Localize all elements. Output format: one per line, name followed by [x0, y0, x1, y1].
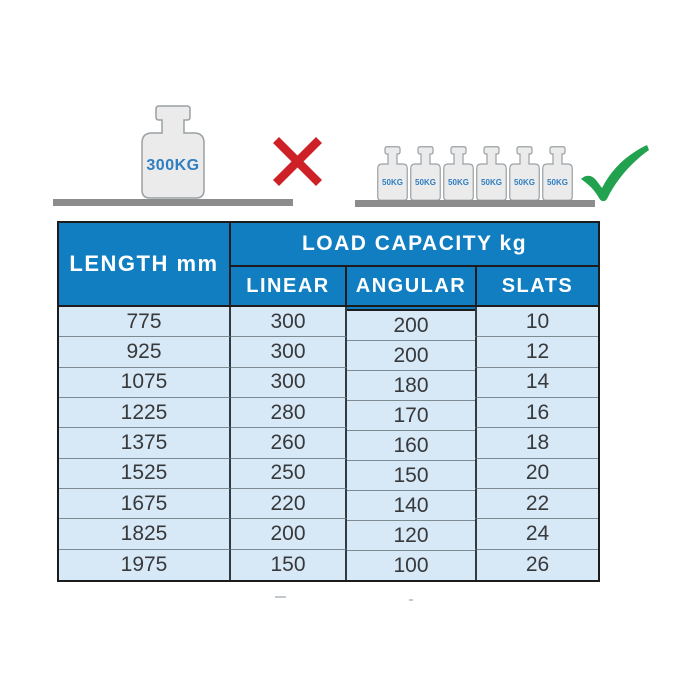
check-icon: [578, 144, 650, 202]
cell-linear: 150: [231, 549, 347, 580]
weight-50kg-icon: 50KG: [443, 146, 474, 201]
weights-50kg-group: 50KG 50KG 50KG 50KG 50KG 50KG: [377, 146, 573, 201]
smudge-mark: [275, 596, 286, 598]
cell-length: 775: [59, 307, 231, 338]
cell-length: 1375: [59, 428, 231, 459]
weight-50kg-label: 50KG: [448, 178, 469, 187]
weight-300kg-icon: 300KG: [140, 105, 206, 199]
cell-slats: 20: [477, 458, 598, 489]
weight-50kg-label: 50KG: [514, 178, 535, 187]
cell-angular: 180: [347, 371, 475, 401]
cell-angular: 100: [347, 551, 475, 580]
weight-50kg-icon: 50KG: [476, 146, 507, 201]
cell-linear: 250: [231, 458, 347, 489]
column-header-angular: ANGULAR: [347, 267, 477, 307]
cell-slats: 24: [477, 519, 598, 550]
cell-length: 1525: [59, 458, 231, 489]
column-header-length: LENGTH mm: [59, 223, 231, 307]
cell-slats: 16: [477, 397, 598, 429]
angular-header-extension: [347, 307, 475, 311]
cell-slats: 14: [477, 367, 598, 398]
cell-linear: 300: [231, 367, 347, 398]
column-header-slats: SLATS: [477, 267, 598, 307]
cell-angular: 200: [347, 311, 475, 341]
cell-linear: 300: [231, 307, 347, 338]
weight-50kg-label: 50KG: [547, 178, 568, 187]
cell-length: 1225: [59, 397, 231, 429]
table-header: LENGTH mm LOAD CAPACITY kg LINEAR ANGULA…: [59, 223, 598, 307]
cell-slats: 10: [477, 307, 598, 338]
angular-column: 200 200 180 170 160 150 140 120 100: [347, 307, 475, 580]
weight-50kg-label: 50KG: [415, 178, 436, 187]
cell-angular: 170: [347, 401, 475, 431]
cell-slats: 18: [477, 428, 598, 459]
weight-300kg-label: 300KG: [146, 157, 200, 174]
cell-length: 1675: [59, 488, 231, 520]
cell-slats: 22: [477, 488, 598, 520]
weight-50kg-icon: 50KG: [509, 146, 540, 201]
shelf-platform-left: [53, 199, 293, 206]
weight-50kg-icon: 50KG: [542, 146, 573, 201]
column-header-linear: LINEAR: [231, 267, 347, 307]
cell-angular: 200: [347, 341, 475, 371]
column-header-load-capacity: LOAD CAPACITY kg: [231, 223, 598, 267]
weight-50kg-label: 50KG: [481, 178, 502, 187]
cell-slats: 26: [477, 549, 598, 580]
cell-linear: 280: [231, 397, 347, 429]
cell-angular: 150: [347, 461, 475, 491]
cell-linear: 260: [231, 428, 347, 459]
cross-icon: [271, 135, 324, 188]
cell-length: 925: [59, 337, 231, 368]
table-body: 775 300 10 925 300 12 1075 300 14 1225 2…: [59, 307, 598, 580]
smudge-mark: [409, 599, 413, 601]
cell-slats: 12: [477, 337, 598, 368]
cell-angular: 160: [347, 431, 475, 461]
cell-linear: 220: [231, 488, 347, 520]
cell-length: 1075: [59, 367, 231, 398]
cell-length: 1825: [59, 519, 231, 550]
cell-angular: 120: [347, 521, 475, 551]
cell-length: 1975: [59, 549, 231, 580]
weight-50kg-icon: 50KG: [410, 146, 441, 201]
shelf-platform-right: [355, 200, 595, 207]
weight-50kg-icon: 50KG: [377, 146, 408, 201]
weight-50kg-label: 50KG: [382, 178, 403, 187]
cell-angular: 140: [347, 491, 475, 521]
cell-linear: 300: [231, 337, 347, 368]
cell-linear: 200: [231, 519, 347, 550]
weight-shape: [141, 105, 205, 199]
load-capacity-table: LENGTH mm LOAD CAPACITY kg LINEAR ANGULA…: [57, 221, 600, 582]
